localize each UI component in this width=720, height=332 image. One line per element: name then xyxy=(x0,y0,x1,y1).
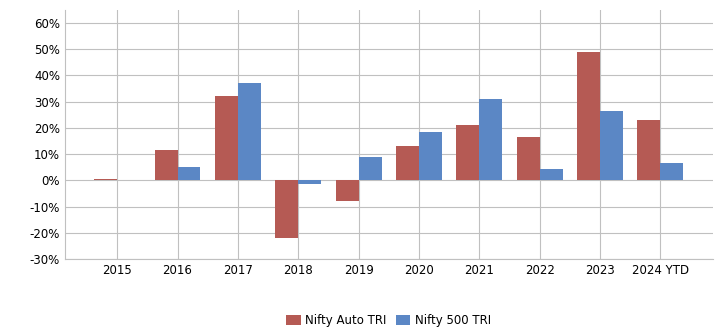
Bar xyxy=(517,137,540,180)
Bar xyxy=(637,120,660,180)
Bar xyxy=(396,146,419,180)
Bar xyxy=(275,180,298,238)
Bar xyxy=(238,83,261,180)
Bar xyxy=(577,52,600,180)
Bar xyxy=(419,132,442,180)
Legend: Nifty Auto TRI, Nifty 500 TRI: Nifty Auto TRI, Nifty 500 TRI xyxy=(282,310,496,332)
Bar xyxy=(178,167,200,180)
Bar xyxy=(660,163,683,180)
Bar xyxy=(600,111,623,180)
Bar xyxy=(456,125,480,180)
Bar xyxy=(540,169,562,180)
Bar xyxy=(155,150,178,180)
Bar xyxy=(480,99,503,180)
Bar xyxy=(215,97,238,180)
Bar xyxy=(94,179,117,180)
Bar xyxy=(336,180,359,201)
Bar xyxy=(298,180,321,184)
Bar xyxy=(359,157,382,180)
